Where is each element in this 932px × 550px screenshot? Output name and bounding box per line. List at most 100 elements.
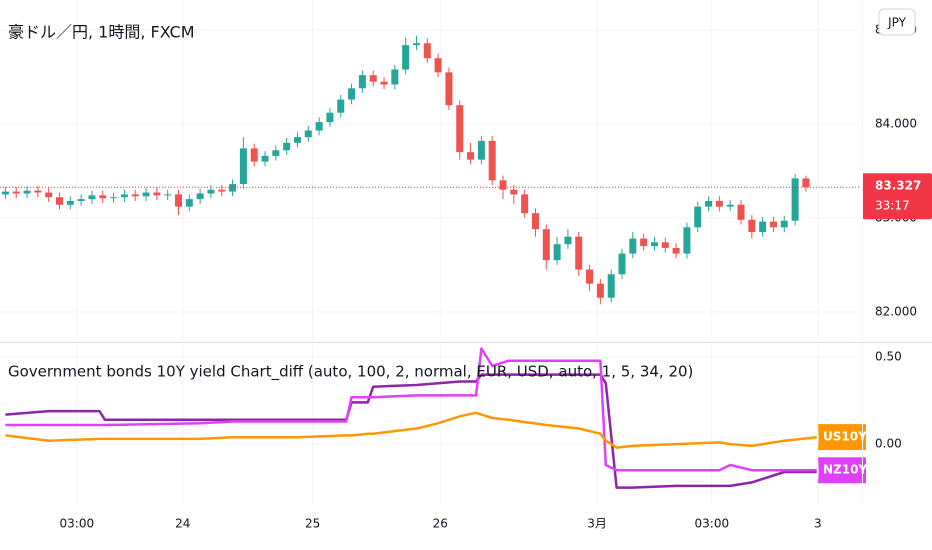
series-line — [5, 347, 817, 472]
currency-button-label[interactable]: JPY — [887, 16, 907, 30]
candle-body — [77, 199, 85, 201]
candle-body — [586, 269, 594, 284]
candle-body — [34, 190, 42, 193]
candle-body — [250, 148, 258, 162]
candle-body — [802, 178, 810, 188]
candle-body — [434, 58, 442, 73]
candle-body — [88, 195, 96, 200]
candle-body — [261, 155, 269, 162]
candle-body — [423, 43, 431, 59]
series-end-label-box — [818, 424, 866, 451]
candle-body — [174, 194, 182, 207]
candle-body — [542, 229, 550, 261]
candle-body — [164, 194, 172, 196]
candle-body — [575, 236, 583, 270]
candle-body — [780, 220, 788, 228]
y-tick-label: 82.000 — [875, 304, 917, 318]
x-tick-label: 25 — [305, 517, 320, 531]
candle-body — [477, 140, 485, 160]
overlay-layer: 03:002425263月03:00382.00083.00084.00085.… — [0, 8, 932, 531]
indicator-title: Government bonds 10Y yield Chart_diff (a… — [8, 363, 693, 382]
candle-body — [499, 180, 507, 190]
candle-body — [694, 206, 702, 228]
y-tick-label: 84.000 — [875, 116, 917, 130]
candle-body — [705, 200, 713, 207]
currency-button[interactable] — [878, 8, 916, 36]
candle-body — [640, 238, 648, 247]
candle-body — [153, 192, 161, 196]
candle-body — [315, 122, 323, 131]
x-tick-label: 03:00 — [695, 517, 730, 531]
candle-body — [791, 178, 799, 221]
candle-body — [402, 45, 410, 70]
candle-body — [629, 238, 637, 254]
candle-body — [769, 221, 777, 228]
candle-body — [726, 204, 734, 207]
candle-body — [412, 43, 420, 46]
candle-body — [293, 137, 301, 143]
candle-body — [196, 193, 204, 200]
x-tick-label: 03:00 — [60, 517, 95, 531]
candle-body — [229, 184, 237, 192]
candle-body — [650, 242, 658, 247]
candle-body — [596, 283, 604, 298]
candle-body — [661, 242, 669, 248]
candle-body — [142, 192, 150, 197]
candle-body — [185, 199, 193, 207]
candle-body — [1, 191, 9, 195]
last-price-box — [862, 173, 932, 220]
candle-body — [737, 204, 745, 220]
candle-body — [380, 81, 388, 85]
candle-body — [66, 200, 74, 205]
candle-body — [99, 195, 107, 199]
candle-body — [120, 194, 128, 198]
candle-body — [445, 72, 453, 106]
candle-body — [110, 197, 118, 199]
candle-body — [488, 140, 496, 181]
y-tick-label: 0.00 — [875, 437, 902, 451]
candle-body — [358, 75, 366, 89]
candle-body — [683, 227, 691, 254]
candle-body — [55, 197, 63, 205]
candle-body — [672, 247, 680, 254]
y-tick-label: 0.50 — [875, 350, 902, 364]
candle-body — [304, 130, 312, 138]
candle-body — [510, 189, 518, 195]
x-tick-label: 3月 — [587, 517, 607, 531]
candle-body — [467, 152, 475, 160]
candle-body — [618, 253, 626, 275]
series-line — [5, 411, 817, 449]
series-end-label: NZ10Y — [823, 463, 867, 477]
x-tick-label: 26 — [433, 517, 448, 531]
candle-body — [23, 190, 31, 194]
candle-body — [553, 244, 561, 261]
candle-body — [218, 189, 226, 192]
candle-body — [239, 148, 247, 185]
x-tick-label: 3 — [814, 517, 822, 531]
candle-body — [456, 105, 464, 153]
candle-body — [391, 69, 399, 85]
series-end-label-box — [818, 457, 866, 484]
candle-body — [564, 236, 572, 245]
candle-body — [531, 213, 539, 230]
candle-body — [272, 150, 280, 156]
candle-body — [337, 99, 345, 113]
candle-body — [207, 189, 215, 194]
candle-body — [12, 191, 20, 194]
candle-body — [326, 112, 334, 123]
last-price-label: 83.327 — [875, 179, 921, 193]
marks-layer — [1, 35, 817, 489]
candle-body — [369, 75, 377, 82]
countdown-label: 33:17 — [875, 199, 910, 213]
candle-body — [759, 221, 767, 232]
series-end-label: US10Y — [823, 430, 867, 444]
candle-body — [131, 194, 139, 197]
candle-body — [283, 142, 291, 151]
x-tick-label: 24 — [175, 517, 190, 531]
candle-body — [607, 274, 615, 298]
chart-title: 豪ドル／円, 1時間, FXCM — [8, 23, 195, 42]
candle-body — [715, 200, 723, 207]
candle-body — [45, 192, 53, 198]
candle-body — [348, 88, 356, 100]
